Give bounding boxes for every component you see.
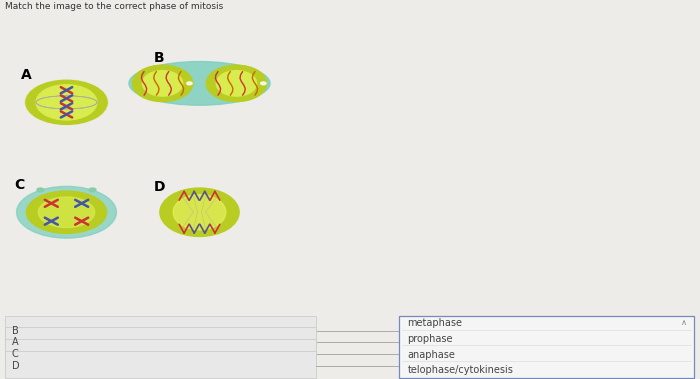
Ellipse shape [38, 197, 95, 227]
Text: telophase/cytokinesis: telophase/cytokinesis [407, 365, 513, 375]
Circle shape [89, 188, 96, 192]
Ellipse shape [142, 70, 183, 96]
Text: D: D [154, 180, 165, 194]
Text: D: D [12, 360, 20, 371]
FancyBboxPatch shape [5, 327, 316, 355]
FancyBboxPatch shape [5, 351, 316, 378]
Text: B: B [12, 326, 19, 336]
Ellipse shape [216, 70, 257, 96]
Text: A: A [12, 337, 18, 348]
Text: A: A [21, 68, 32, 82]
Circle shape [37, 188, 44, 192]
FancyBboxPatch shape [5, 339, 316, 366]
Ellipse shape [26, 80, 107, 124]
FancyBboxPatch shape [399, 316, 694, 378]
Text: C: C [12, 349, 19, 359]
Circle shape [187, 82, 192, 85]
Text: Match the image to the correct phase of mitosis: Match the image to the correct phase of … [5, 2, 223, 11]
Ellipse shape [27, 191, 106, 233]
Text: C: C [14, 178, 24, 192]
Ellipse shape [36, 85, 97, 120]
Text: metaphase: metaphase [407, 318, 463, 329]
Ellipse shape [129, 61, 270, 105]
Ellipse shape [25, 80, 108, 125]
Ellipse shape [173, 195, 226, 230]
Text: prophase: prophase [407, 334, 453, 344]
Ellipse shape [17, 186, 116, 238]
Circle shape [260, 82, 266, 85]
FancyBboxPatch shape [5, 316, 316, 343]
Text: B: B [154, 51, 164, 65]
Text: anaphase: anaphase [407, 349, 455, 360]
Text: ∧: ∧ [681, 318, 687, 327]
Ellipse shape [160, 188, 239, 236]
Ellipse shape [206, 65, 267, 102]
Ellipse shape [132, 65, 193, 102]
